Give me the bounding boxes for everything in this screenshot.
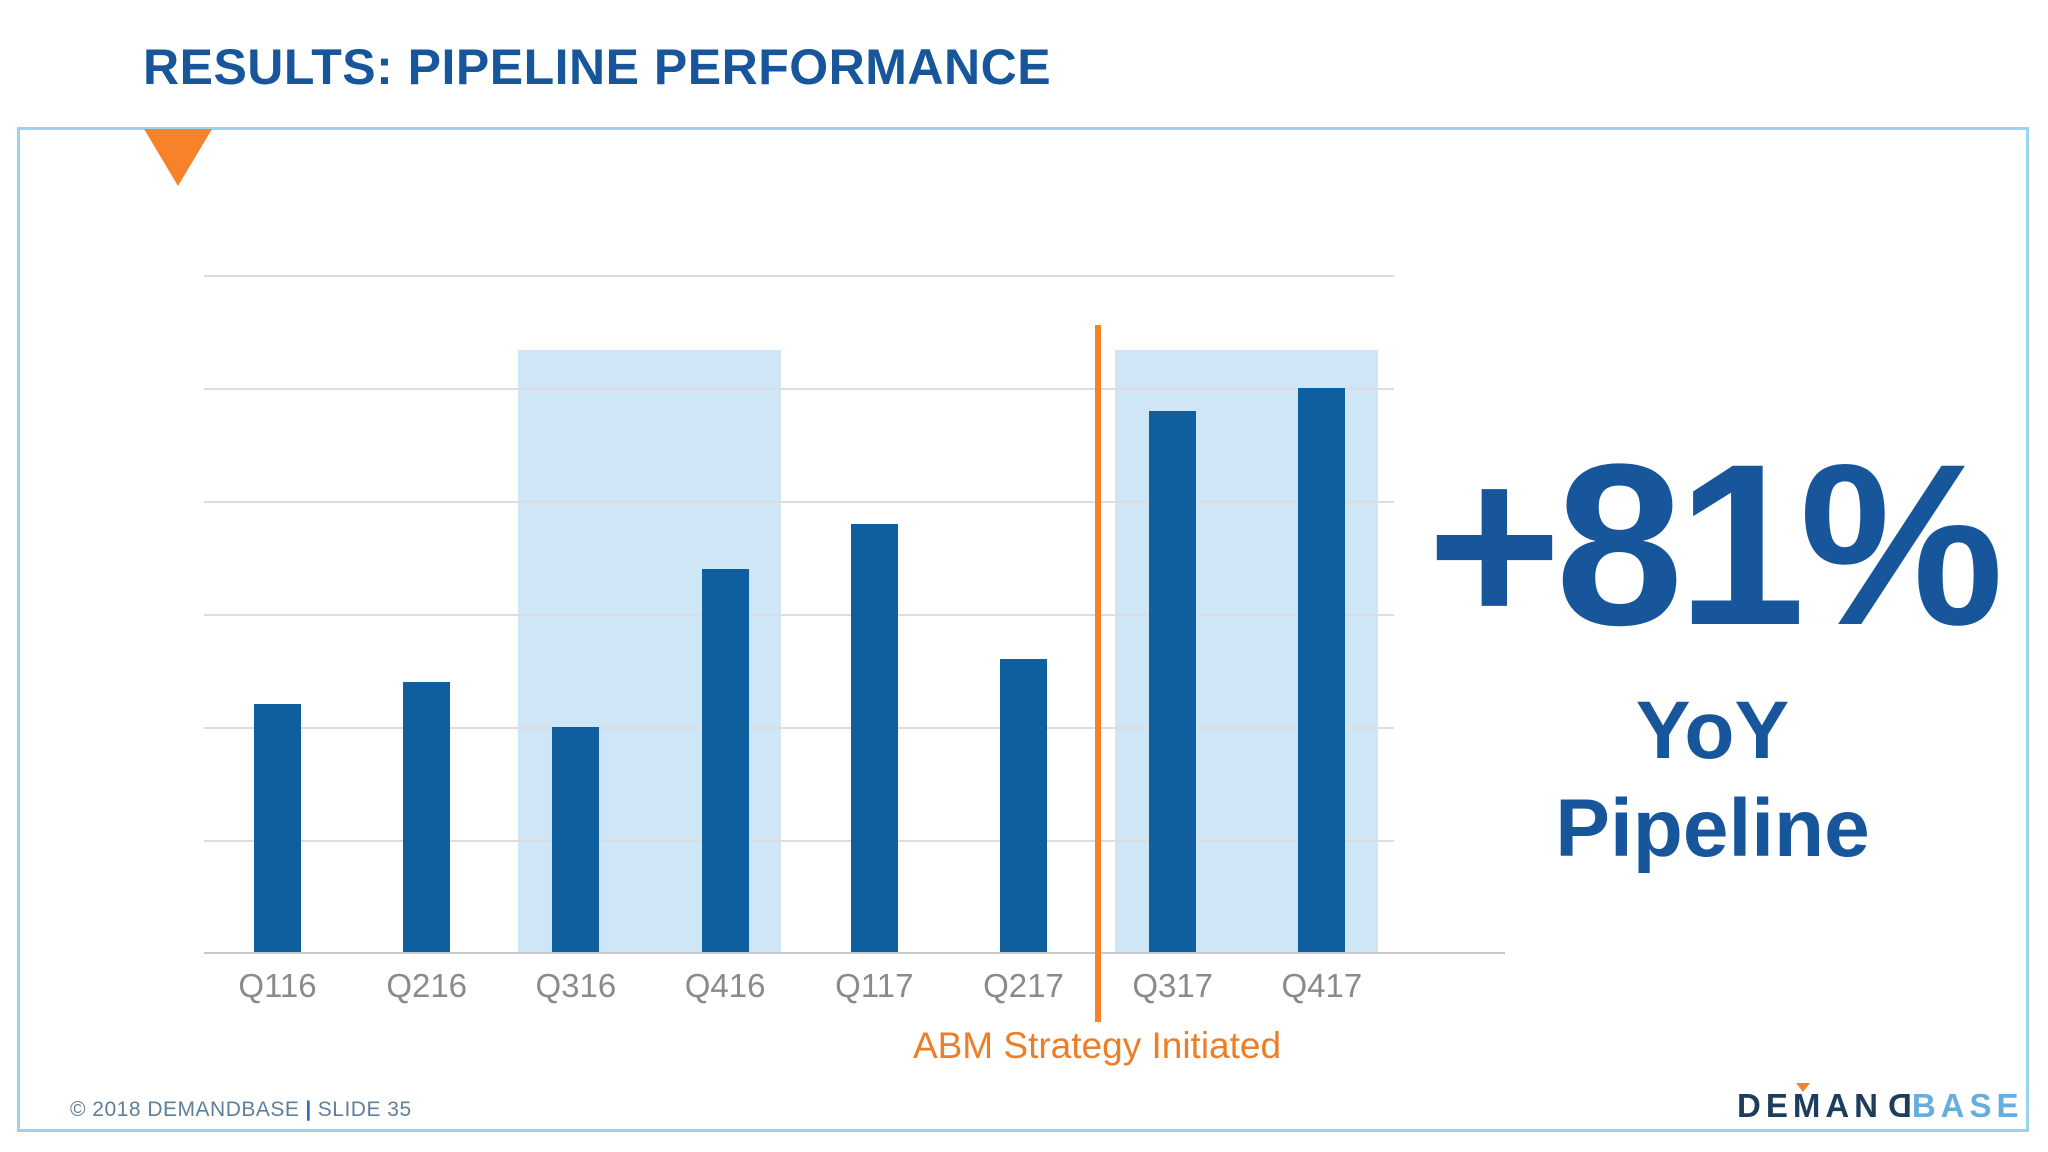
x-axis-label-Q317: Q317	[1132, 967, 1214, 1004]
gridline	[204, 275, 1394, 277]
x-axis-label-Q117: Q117	[835, 967, 914, 1004]
footer-divider: |	[305, 1098, 312, 1121]
stat-label-line2: Pipeline	[1555, 783, 1870, 874]
content-panel	[17, 127, 2029, 1132]
x-axis-label-Q216: Q216	[386, 967, 468, 1004]
x-axis-label-Q116: Q116	[238, 967, 317, 1004]
demandbase-logo: DEMANDBASE	[1737, 1087, 2024, 1124]
bar-Q317	[1149, 410, 1197, 953]
footer-slide-number: SLIDE 35	[317, 1098, 412, 1121]
abm-strategy-divider-line	[1095, 325, 1101, 1022]
logo-text-demand-reversed-d: D	[1883, 1087, 1912, 1124]
x-axis-label-Q316: Q316	[535, 967, 617, 1004]
gridline	[204, 388, 1394, 390]
logo-triangle-icon	[1796, 1083, 1810, 1092]
x-axis-label-Q416: Q416	[684, 967, 766, 1004]
bar-Q216	[403, 681, 451, 953]
bar-Q416	[701, 568, 749, 953]
bar-Q217	[1000, 659, 1047, 953]
bar-Q316	[552, 727, 600, 953]
x-axis-label-Q417: Q417	[1281, 967, 1363, 1004]
stat-label-line1: YoY	[1635, 685, 1790, 776]
footer-copyright: © 2018 DEMANDBASE	[70, 1098, 300, 1121]
footer: © 2018 DEMANDBASE | SLIDE 35	[70, 1099, 412, 1120]
page-title: RESULTS: PIPELINE PERFORMANCE	[143, 39, 1052, 95]
orange-triangle-marker-icon	[144, 129, 212, 186]
bar-Q417	[1298, 388, 1346, 953]
x-axis-line	[204, 952, 1505, 954]
logo-text-base: BASE	[1911, 1087, 2024, 1124]
bar-Q116	[254, 704, 301, 953]
gridline	[204, 614, 1394, 616]
logo-text-demand: DEMAN	[1737, 1087, 1883, 1124]
abm-strategy-label: ABM Strategy Initiated	[912, 1025, 1282, 1066]
gridline	[204, 501, 1394, 503]
gridline	[204, 727, 1394, 729]
bar-Q117	[850, 523, 898, 953]
stat-value: +81%	[1427, 416, 2004, 673]
gridline	[204, 840, 1394, 842]
x-axis-label-Q217: Q217	[983, 967, 1064, 1004]
